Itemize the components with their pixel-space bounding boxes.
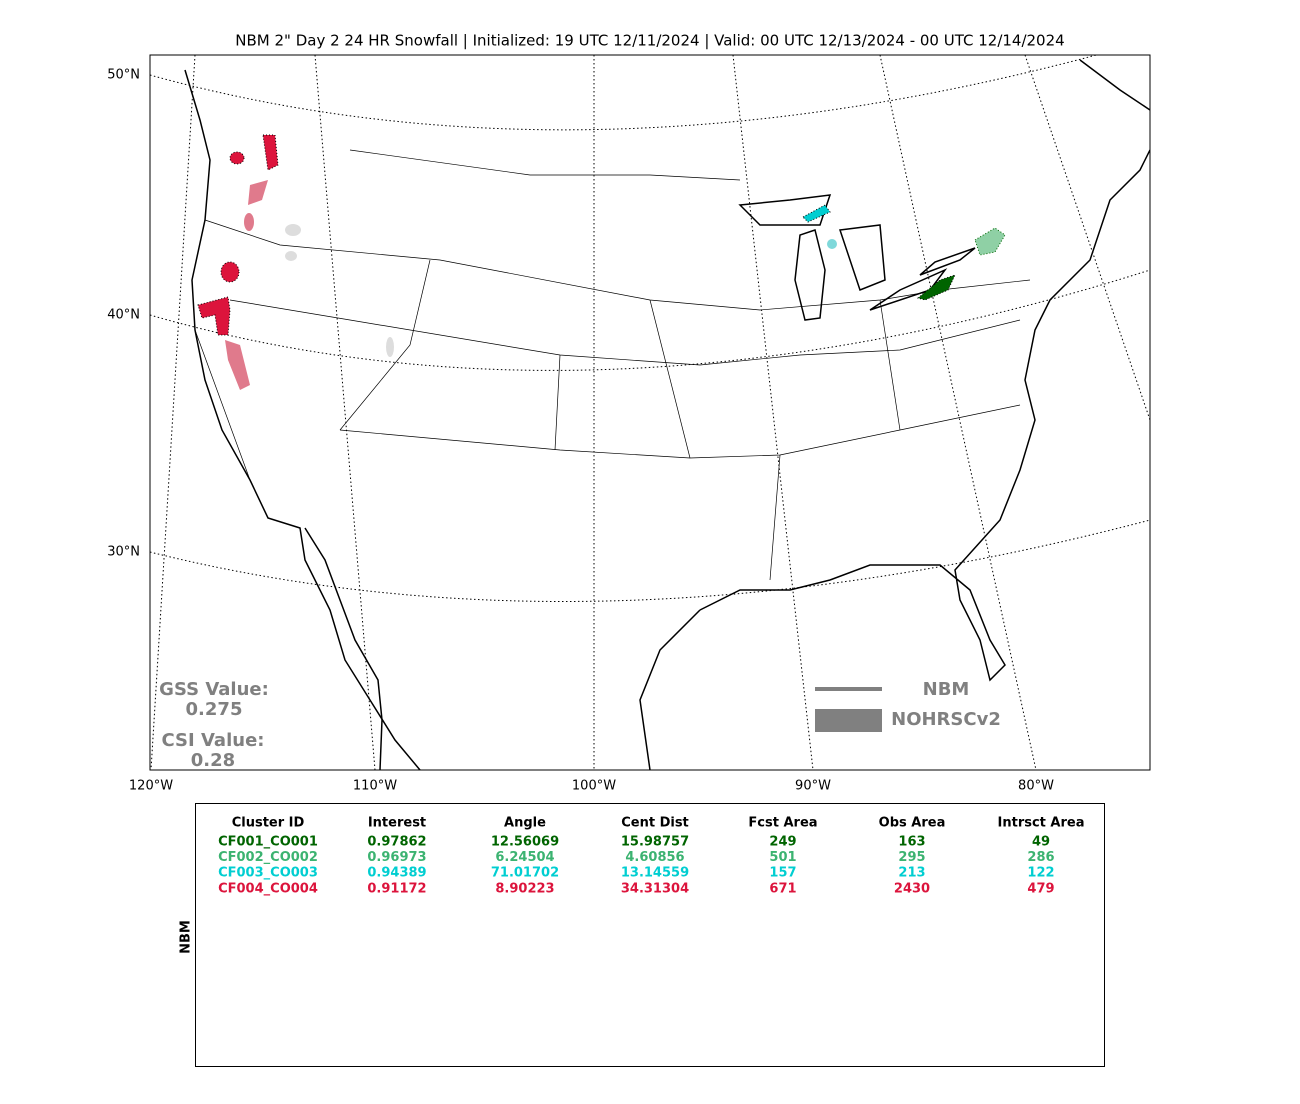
table-cell: CF001_CO001 — [218, 835, 318, 850]
legend-label: NBM — [923, 679, 970, 700]
table-cell: 12.56069 — [491, 835, 559, 850]
legend-label: NOHRSCv2 — [891, 709, 1001, 730]
table-cell: 0.97862 — [367, 835, 426, 850]
stats: GSS Value: 0.275 CSI Value: 0.28 — [159, 679, 269, 771]
column-header: Intrsct Area — [998, 816, 1085, 831]
table-cell: 0.94389 — [367, 866, 426, 881]
table-cell: 13.14559 — [621, 866, 689, 881]
lon-label: 100°W — [572, 779, 616, 794]
column-header: Fcst Area — [748, 816, 817, 831]
table-cell: 213 — [898, 866, 925, 881]
legend-swatch — [815, 709, 882, 732]
table-cell: 2430 — [894, 881, 930, 896]
table-cell: 163 — [898, 835, 925, 850]
table-cell: CF004_CO004 — [218, 881, 318, 896]
table-cell: 501 — [769, 850, 796, 865]
gss-label: GSS Value: — [159, 679, 269, 700]
lon-label: 110°W — [353, 779, 397, 794]
table-cell: 295 — [898, 850, 925, 865]
table-cell: 71.01702 — [491, 866, 559, 881]
table-cell: 0.91172 — [367, 881, 426, 896]
map-frame — [149, 54, 1151, 771]
lat-label: 40°N — [107, 308, 140, 323]
lat-label: 50°N — [107, 68, 140, 83]
lon-label: 120°W — [129, 779, 173, 794]
table-cell: 249 — [769, 835, 796, 850]
lon-label: 90°W — [795, 779, 831, 794]
table-cell: 671 — [769, 881, 796, 896]
table-cell: 122 — [1027, 866, 1054, 881]
csi-label: CSI Value: — [162, 730, 265, 751]
table-cell: 479 — [1027, 881, 1054, 896]
column-header: Cent Dist — [621, 816, 689, 831]
table-cell: 15.98757 — [621, 835, 689, 850]
lat-label: 30°N — [107, 545, 140, 560]
table-cell: 4.60856 — [625, 850, 684, 865]
graticule — [150, 55, 1150, 770]
table: Cluster ID Interest Angle Cent Dist Fcst Are… — [218, 816, 1084, 897]
column-header: Obs Area — [879, 816, 946, 831]
map: 50°N 40°N 30°N 120°W 110°W 100°W 90°W 80… — [107, 54, 1151, 794]
table-cell: 286 — [1027, 850, 1054, 865]
title: NBM 2" Day 2 24 HR Snowfall | Initialize… — [235, 32, 1064, 50]
legend: NBM NOHRSCv2 — [815, 679, 1001, 732]
table-frame — [195, 803, 1105, 1067]
table-cell: CF002_CO002 — [218, 850, 318, 865]
lon-label: 80°W — [1018, 779, 1054, 794]
gss-value: 0.275 — [186, 699, 243, 720]
csi-value: 0.28 — [191, 750, 235, 771]
table-cell: 34.31304 — [621, 881, 689, 896]
table-cell: CF003_CO003 — [218, 866, 318, 881]
column-header: Angle — [504, 816, 546, 831]
table-cell: 157 — [769, 866, 796, 881]
table-side-label: NBM — [179, 920, 194, 954]
table-cell: 6.24504 — [495, 850, 554, 865]
table-cell: 8.90223 — [495, 881, 554, 896]
table-cell: 0.96973 — [367, 850, 426, 865]
column-header: Interest — [368, 816, 426, 831]
snow-objects — [197, 134, 1006, 390]
table-cell: 49 — [1032, 835, 1050, 850]
column-header: Cluster ID — [232, 816, 305, 831]
